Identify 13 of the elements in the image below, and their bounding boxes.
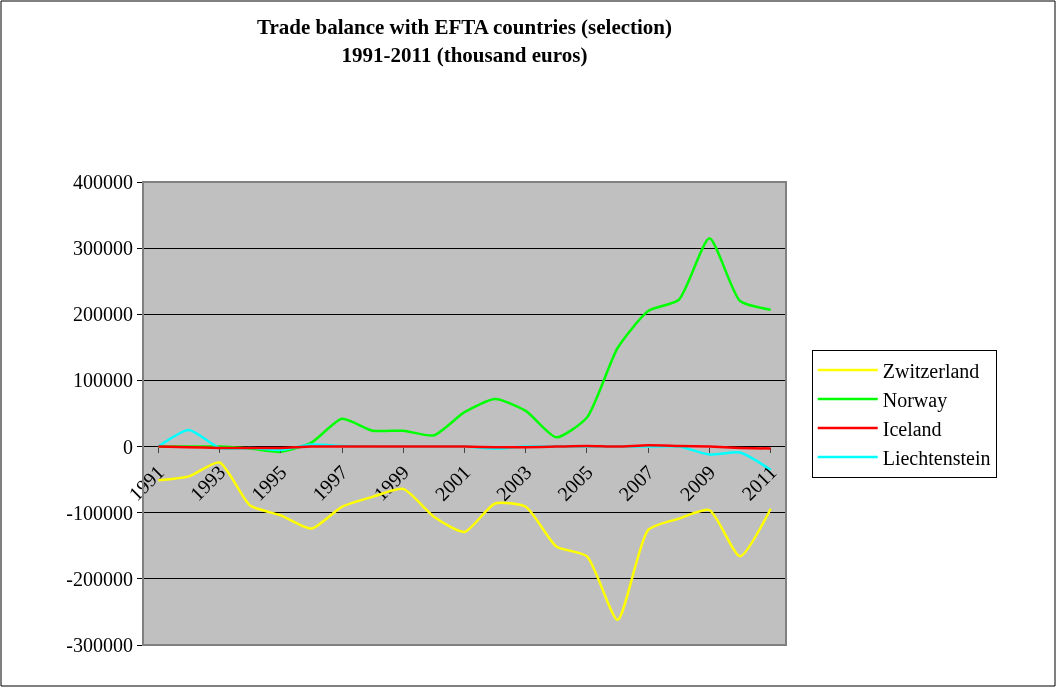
legend-label: Iceland (882, 417, 942, 440)
x-tick-label: 2011 (737, 460, 781, 505)
legend-label: Norway (882, 388, 948, 412)
legend-label: Zwitzerland (882, 359, 980, 382)
y-tick-label: 0 (123, 435, 133, 458)
y-tick-label: 400000 (73, 171, 133, 193)
y-tick-label: 200000 (73, 303, 133, 326)
y-tick-label: -200000 (66, 567, 133, 590)
legend-label: Liechtenstein (882, 446, 991, 469)
y-tick-label: 300000 (73, 237, 133, 260)
y-tick-label: -300000 (66, 634, 133, 656)
y-tick-label: 100000 (73, 369, 133, 392)
chart-title: Trade balance with EFTA countries (selection) 1991-2011 (thousand euros) (256, 15, 673, 67)
